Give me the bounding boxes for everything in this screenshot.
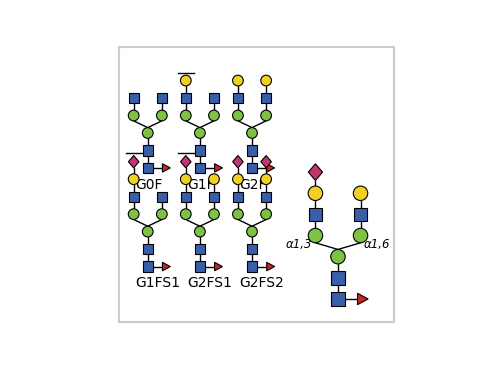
Polygon shape bbox=[180, 156, 191, 168]
Bar bbox=[195, 145, 205, 156]
Bar bbox=[331, 292, 345, 306]
Circle shape bbox=[180, 110, 191, 121]
Circle shape bbox=[246, 128, 258, 138]
Bar bbox=[247, 244, 257, 254]
Circle shape bbox=[261, 174, 272, 184]
FancyBboxPatch shape bbox=[118, 47, 394, 322]
Circle shape bbox=[208, 209, 220, 220]
Circle shape bbox=[330, 250, 345, 264]
Bar bbox=[247, 145, 257, 156]
Bar bbox=[180, 191, 191, 202]
Circle shape bbox=[180, 75, 191, 86]
Bar bbox=[128, 93, 138, 103]
Bar bbox=[142, 244, 153, 254]
Circle shape bbox=[156, 110, 167, 121]
Bar bbox=[247, 163, 257, 173]
Circle shape bbox=[194, 226, 205, 237]
Text: G0F: G0F bbox=[135, 178, 162, 192]
Circle shape bbox=[232, 174, 243, 184]
Bar bbox=[354, 208, 368, 221]
Circle shape bbox=[261, 75, 272, 86]
Bar bbox=[247, 261, 257, 272]
Bar bbox=[331, 271, 345, 285]
Bar bbox=[142, 163, 153, 173]
Polygon shape bbox=[162, 164, 170, 172]
Circle shape bbox=[354, 186, 368, 201]
Bar bbox=[209, 191, 219, 202]
Circle shape bbox=[232, 209, 243, 220]
Polygon shape bbox=[214, 262, 222, 271]
Bar bbox=[142, 261, 153, 272]
Polygon shape bbox=[232, 156, 243, 168]
Circle shape bbox=[308, 186, 322, 201]
Bar bbox=[233, 93, 243, 103]
Bar bbox=[261, 93, 271, 103]
Bar bbox=[180, 93, 191, 103]
Circle shape bbox=[128, 174, 139, 184]
Circle shape bbox=[208, 110, 220, 121]
Circle shape bbox=[156, 209, 167, 220]
Circle shape bbox=[354, 228, 368, 243]
Polygon shape bbox=[214, 164, 222, 172]
Circle shape bbox=[180, 209, 191, 220]
Text: α1,6: α1,6 bbox=[364, 238, 390, 251]
Bar bbox=[195, 261, 205, 272]
Bar bbox=[195, 244, 205, 254]
Circle shape bbox=[261, 110, 272, 121]
Circle shape bbox=[128, 209, 139, 220]
Bar bbox=[308, 208, 322, 221]
Circle shape bbox=[194, 128, 205, 138]
Circle shape bbox=[232, 110, 243, 121]
Bar bbox=[128, 191, 138, 202]
Circle shape bbox=[208, 174, 220, 184]
Circle shape bbox=[232, 75, 243, 86]
Bar bbox=[157, 93, 167, 103]
Circle shape bbox=[246, 226, 258, 237]
Bar bbox=[195, 163, 205, 173]
Circle shape bbox=[142, 226, 153, 237]
Polygon shape bbox=[266, 164, 274, 172]
Text: G2FS1: G2FS1 bbox=[187, 276, 232, 291]
Polygon shape bbox=[261, 156, 272, 168]
Polygon shape bbox=[308, 164, 322, 180]
Circle shape bbox=[261, 209, 272, 220]
Bar bbox=[233, 191, 243, 202]
Circle shape bbox=[142, 128, 153, 138]
Polygon shape bbox=[128, 156, 139, 168]
Text: G1FS1: G1FS1 bbox=[135, 276, 180, 291]
Bar bbox=[261, 191, 271, 202]
Text: G1F: G1F bbox=[187, 178, 215, 192]
Circle shape bbox=[128, 110, 139, 121]
Bar bbox=[142, 145, 153, 156]
Text: α1,3: α1,3 bbox=[286, 238, 312, 251]
Circle shape bbox=[308, 228, 322, 243]
Text: G2F: G2F bbox=[240, 178, 267, 192]
Bar bbox=[209, 93, 219, 103]
Text: G2FS2: G2FS2 bbox=[240, 276, 284, 291]
Bar bbox=[157, 191, 167, 202]
Polygon shape bbox=[162, 262, 170, 271]
Polygon shape bbox=[358, 293, 368, 305]
Circle shape bbox=[180, 174, 191, 184]
Polygon shape bbox=[266, 262, 274, 271]
